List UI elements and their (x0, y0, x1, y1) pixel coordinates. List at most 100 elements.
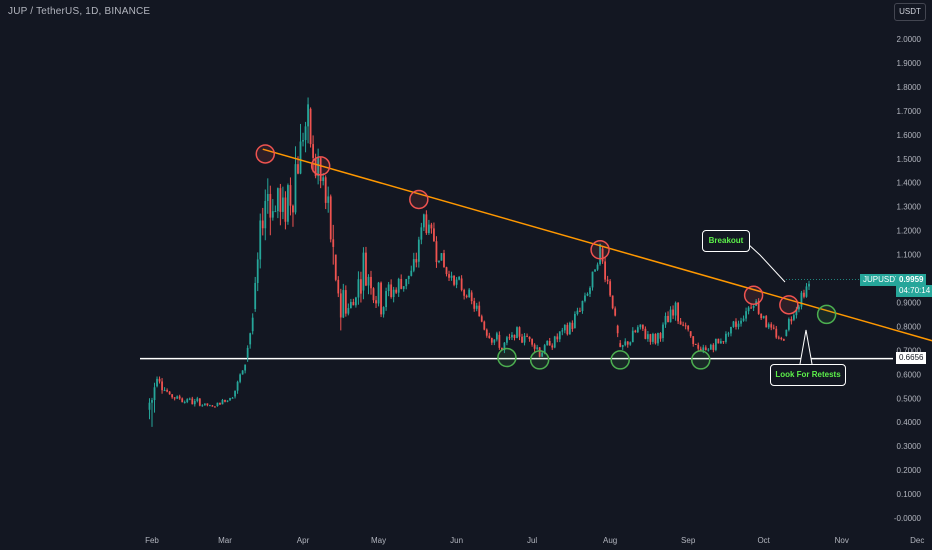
candle-body (558, 331, 561, 340)
retest-marker (816, 304, 837, 325)
candle-body (349, 301, 352, 309)
candle-body (352, 301, 355, 306)
candle-body (591, 271, 594, 288)
candle-body (468, 289, 471, 298)
candle-body (649, 334, 652, 342)
breakout-callout: Breakout (702, 230, 750, 252)
candle-body (493, 339, 496, 343)
candle-body (561, 330, 564, 332)
resistance-marker (779, 295, 799, 315)
candle-body (203, 403, 206, 406)
candle-body (309, 108, 312, 145)
candle-body (193, 401, 196, 405)
candle-body (777, 337, 780, 339)
candle-body (576, 310, 579, 314)
candle-body (460, 278, 463, 290)
candle-body (538, 347, 541, 357)
candle-body (704, 347, 707, 351)
candle-body (256, 259, 259, 283)
y-tick-label: 1.8000 (897, 83, 922, 92)
candle-body (762, 316, 765, 319)
candle-body (611, 295, 614, 309)
retest-callout: Look For Retests (770, 364, 846, 386)
candle-body (692, 336, 695, 344)
candle-body (158, 378, 161, 382)
resistance-marker (743, 285, 764, 306)
candle-body (485, 329, 488, 336)
retest-pointer (799, 329, 813, 365)
candle-body (405, 279, 408, 287)
candle-body (531, 339, 534, 345)
candle-body (546, 340, 549, 346)
candle-body (420, 227, 423, 240)
candle-body (458, 276, 461, 280)
candle-body (563, 324, 566, 331)
candle-body (284, 197, 287, 222)
candle-body (214, 406, 216, 408)
y-tick-label: 1.2000 (897, 227, 922, 236)
x-tick-label: Aug (603, 536, 617, 545)
candle-body (362, 252, 365, 291)
candle-body (785, 329, 788, 336)
candle-body (483, 321, 486, 330)
candle-body (521, 336, 523, 343)
candle-body (523, 335, 526, 343)
candle-body (541, 352, 544, 357)
resistance-marker (590, 240, 610, 260)
y-tick-label: 0.2000 (897, 466, 922, 475)
candle-body (722, 341, 725, 343)
candle-body (440, 253, 443, 261)
candle-body (699, 348, 702, 351)
candle-body (360, 279, 362, 294)
candle-body (480, 316, 483, 322)
candle-body (745, 311, 747, 319)
y-tick-label: 0.3000 (897, 442, 922, 451)
candle-body (390, 284, 393, 298)
candle-body (380, 282, 382, 315)
candle-body (435, 241, 438, 263)
candle-body (173, 397, 176, 399)
candle-body (151, 400, 153, 403)
candle-body (365, 252, 367, 286)
candle-body (206, 403, 209, 406)
candle-body (601, 248, 604, 262)
currency-button[interactable]: USDT (894, 3, 926, 21)
candle-body (709, 344, 712, 350)
y-tick-label: 0.7000 (897, 346, 922, 355)
candle-body (463, 289, 466, 296)
candle-body (156, 378, 158, 387)
x-tick-label: Oct (757, 536, 770, 545)
candle-body (798, 306, 800, 310)
candle-body (465, 295, 468, 298)
candle-body (231, 397, 234, 399)
candle-body (279, 188, 282, 212)
candle-body (511, 334, 513, 338)
candle-body (629, 342, 632, 345)
candle-body (281, 197, 284, 212)
candle-body (221, 399, 224, 405)
last-price-tag: 0.9959 (896, 274, 927, 286)
candle-body (581, 300, 584, 312)
candle-body (269, 193, 272, 218)
candle-body (186, 399, 189, 403)
candle-body (372, 288, 375, 301)
candle-body (571, 322, 574, 330)
x-tick-label: Feb (145, 536, 159, 545)
candle-body (490, 337, 493, 343)
candle-body (609, 281, 612, 296)
candle-body (636, 327, 639, 333)
candle-body (153, 387, 156, 401)
candle-body (337, 279, 340, 294)
candle-body (770, 324, 773, 328)
support-price-tag: 0.6656 (896, 352, 927, 364)
candle-body (742, 318, 745, 321)
candle-body (604, 261, 607, 280)
candle-body (712, 344, 715, 350)
candle-body (453, 275, 455, 285)
countdown-tag: 04:70:14 (896, 285, 932, 297)
candle-body (644, 328, 647, 339)
candle-body (198, 398, 201, 406)
candle-body (473, 301, 476, 309)
candle-body (792, 315, 795, 320)
